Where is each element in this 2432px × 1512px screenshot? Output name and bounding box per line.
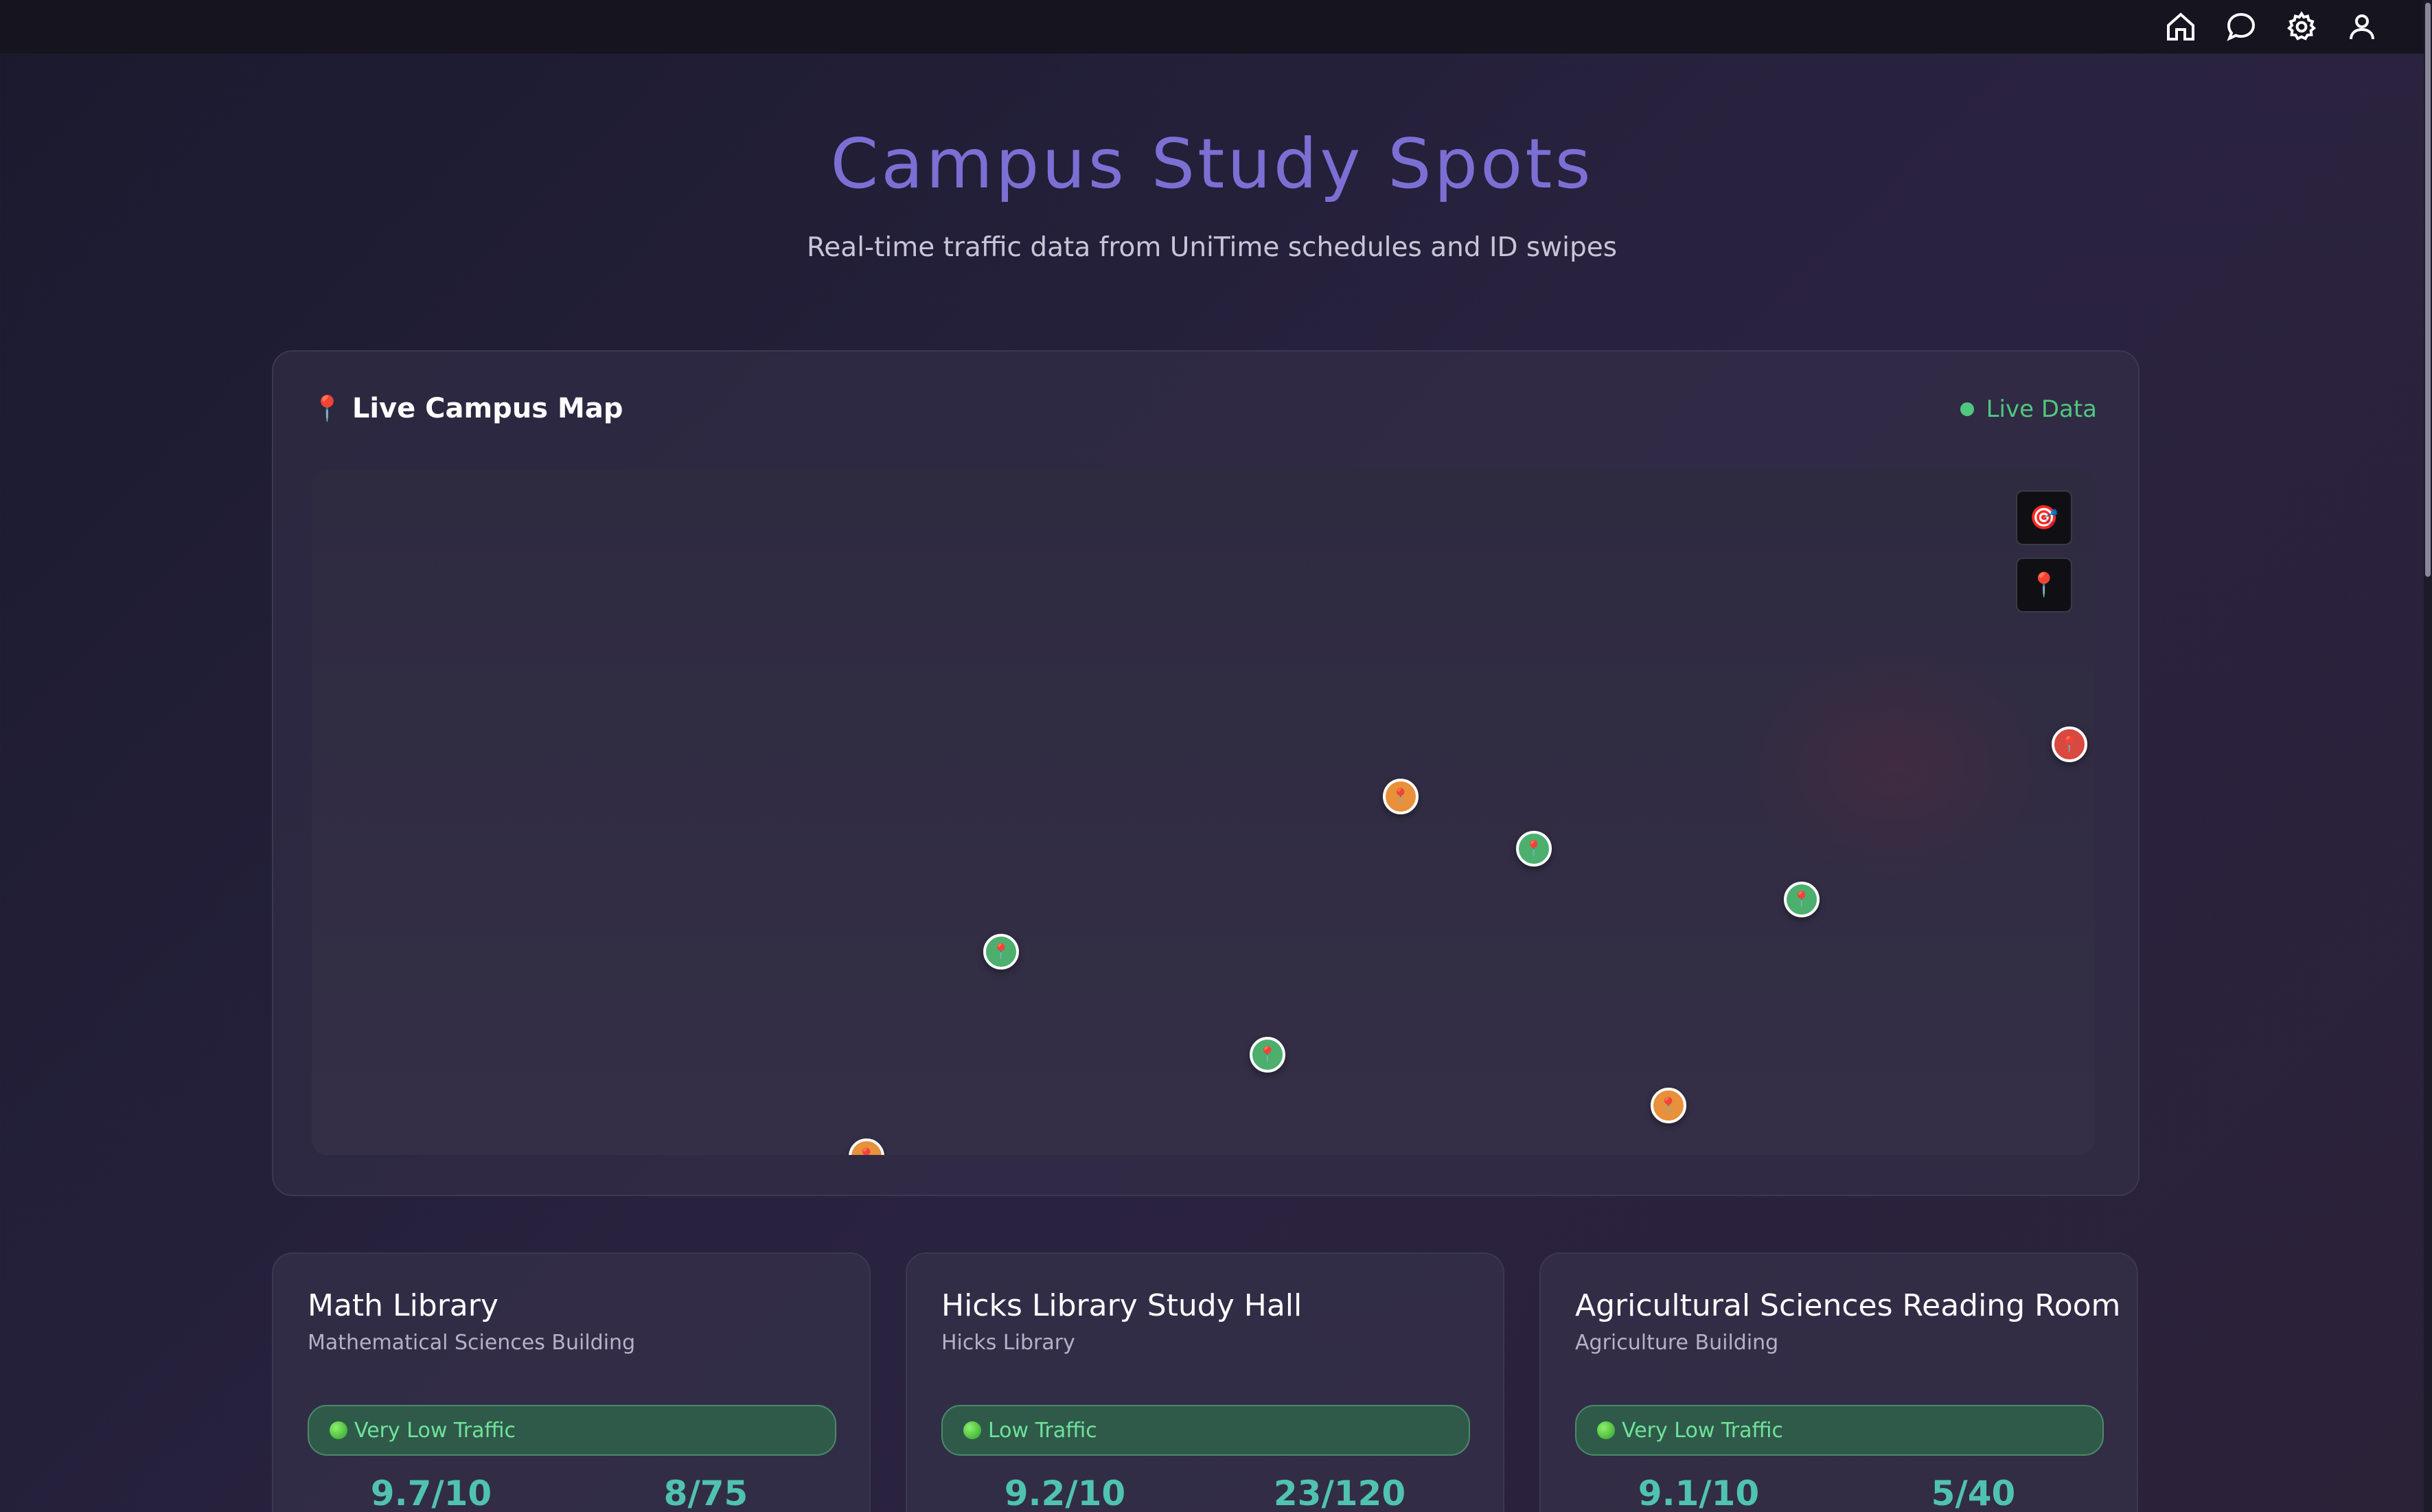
study-spot-card[interactable]: Agricultural Sciences Reading Room Agric… — [1539, 1252, 2138, 1512]
home-icon[interactable] — [2160, 6, 2201, 47]
green-circle-icon — [1597, 1421, 1615, 1439]
study-spot-card[interactable]: Math Library Mathematical Sciences Build… — [272, 1252, 871, 1512]
map-marker[interactable]: 📍 — [1784, 882, 1820, 917]
map-marker[interactable]: 📍 — [983, 934, 1019, 970]
map-header: 📍 Live Campus Map — [312, 393, 623, 424]
traffic-badge: Low Traffic — [941, 1405, 1470, 1456]
traffic-badge: Very Low Traffic — [1575, 1405, 2104, 1456]
spot-name: Agricultural Sciences Reading Room — [1575, 1288, 2121, 1323]
marker-pin-icon: 📍 — [991, 943, 1011, 961]
spot-name: Hicks Library Study Hall — [941, 1288, 1303, 1323]
spot-occupancy: 8/75 — [663, 1474, 748, 1512]
map-marker[interactable]: 📍 — [1651, 1088, 1686, 1123]
traffic-label: Very Low Traffic — [354, 1418, 516, 1443]
map-marker[interactable]: 📍 — [2052, 726, 2087, 762]
page-title: Campus Study Spots — [830, 124, 1594, 204]
target-icon: 🎯 — [2029, 504, 2059, 531]
chat-icon[interactable] — [2221, 6, 2262, 47]
live-data-badge: Live Data — [1960, 396, 2097, 423]
heat-overlay — [1737, 641, 2053, 889]
spot-name: Math Library — [308, 1288, 498, 1323]
pin-icon: 📍 — [312, 395, 343, 423]
marker-pin-icon: 📍 — [1792, 891, 1811, 908]
page-subtitle: Real-time traffic data from UniTime sche… — [806, 232, 1618, 263]
top-nav-bar — [0, 0, 2424, 54]
live-data-label: Live Data — [1986, 396, 2097, 423]
pin-button[interactable]: 📍 — [2016, 558, 2072, 612]
locate-button[interactable]: 🎯 — [2016, 490, 2072, 545]
profile-icon[interactable] — [2341, 6, 2383, 47]
traffic-label: Very Low Traffic — [1622, 1418, 1784, 1443]
pin-icon: 📍 — [2029, 571, 2059, 599]
map-marker[interactable]: 📍 — [1383, 779, 1419, 814]
spot-occupancy: 5/40 — [1931, 1474, 2016, 1512]
study-spot-card[interactable]: Hicks Library Study Hall Hicks Library L… — [906, 1252, 1504, 1512]
marker-pin-icon: 📍 — [857, 1148, 875, 1156]
map-title: Live Campus Map — [352, 393, 623, 424]
green-circle-icon — [330, 1421, 347, 1439]
traffic-label: Low Traffic — [988, 1418, 1097, 1443]
spot-rating: 9.7/10 — [370, 1474, 492, 1512]
spot-building: Agriculture Building — [1575, 1331, 1779, 1355]
marker-pin-icon: 📍 — [1659, 1097, 1678, 1114]
map-panel: 📍 Live Campus Map Live Data 🎯 📍 📍 📍 📍 📍 … — [272, 350, 2140, 1196]
map-marker[interactable]: 📍 — [849, 1138, 884, 1155]
marker-pin-icon: 📍 — [1524, 840, 1544, 858]
scrollbar-thumb[interactable] — [2425, 3, 2431, 577]
spot-rating: 9.1/10 — [1638, 1474, 1760, 1512]
marker-pin-icon: 📍 — [1258, 1046, 1277, 1064]
spot-building: Hicks Library — [941, 1331, 1075, 1355]
spot-rating: 9.2/10 — [1004, 1474, 1126, 1512]
scrollbar[interactable] — [2424, 0, 2432, 1512]
map-marker[interactable]: 📍 — [1516, 831, 1552, 867]
marker-pin-icon: 📍 — [1391, 788, 1410, 805]
study-spot-cards: Math Library Mathematical Sciences Build… — [272, 1252, 2140, 1512]
marker-pin-icon: 📍 — [2060, 735, 2079, 753]
campus-map[interactable]: 🎯 📍 📍 📍 📍 📍 📍 📍 📍 📍 — [312, 470, 2094, 1155]
traffic-badge: Very Low Traffic — [308, 1405, 836, 1456]
live-dot-icon — [1960, 402, 1974, 416]
settings-icon[interactable] — [2281, 6, 2322, 47]
map-marker[interactable]: 📍 — [1250, 1037, 1285, 1073]
spot-occupancy: 23/120 — [1273, 1474, 1406, 1512]
spot-building: Mathematical Sciences Building — [308, 1331, 636, 1355]
green-circle-icon — [963, 1421, 981, 1439]
